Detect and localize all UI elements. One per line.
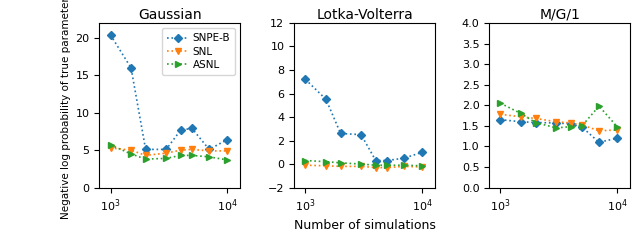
Line: SNPE-B: SNPE-B [302, 76, 425, 164]
ASNL [322, 160, 330, 163]
SNL [127, 149, 135, 151]
ASNL [188, 154, 196, 157]
Line: SNL: SNL [108, 145, 230, 159]
SNPE-B [357, 133, 365, 136]
SNL [163, 152, 170, 155]
ASNL [223, 159, 231, 161]
ASNL [517, 112, 525, 115]
SNPE-B [552, 121, 560, 124]
ASNL [419, 164, 426, 167]
ASNL [127, 152, 135, 155]
SNPE-B [322, 98, 330, 101]
Title: Lotka-Volterra: Lotka-Volterra [316, 8, 413, 22]
ASNL [301, 159, 309, 162]
Line: SNPE-B: SNPE-B [497, 117, 620, 145]
ASNL [163, 157, 170, 160]
SNPE-B [383, 159, 391, 162]
SNL [322, 164, 330, 167]
SNL [578, 124, 586, 127]
SNPE-B [107, 33, 115, 36]
Line: SNL: SNL [497, 111, 620, 134]
Line: ASNL: ASNL [108, 142, 230, 163]
ASNL [613, 125, 621, 128]
SNPE-B [372, 159, 380, 162]
ASNL [177, 154, 184, 157]
SNL [372, 166, 380, 169]
SNL [142, 154, 150, 157]
Legend: SNPE-B, SNL, ASNL: SNPE-B, SNL, ASNL [162, 28, 236, 75]
ASNL [595, 105, 603, 107]
SNPE-B [337, 132, 344, 135]
SNPE-B [301, 78, 309, 81]
SNL [383, 166, 391, 169]
ASNL [107, 144, 115, 146]
SNPE-B [517, 120, 525, 123]
SNPE-B [532, 121, 540, 124]
SNL [205, 150, 213, 152]
SNL [419, 166, 426, 168]
SNPE-B [497, 118, 504, 121]
SNPE-B [177, 129, 184, 131]
SNPE-B [223, 138, 231, 141]
ASNL [357, 163, 365, 166]
SNL [517, 115, 525, 118]
ASNL [532, 121, 540, 124]
Line: SNL: SNL [302, 162, 425, 171]
Line: ASNL: ASNL [497, 100, 620, 131]
SNL [497, 113, 504, 116]
SNPE-B [400, 157, 408, 160]
ASNL [337, 161, 344, 164]
SNPE-B [578, 126, 586, 129]
SNPE-B [419, 151, 426, 154]
SNPE-B [595, 141, 603, 144]
ASNL [567, 125, 575, 128]
SNL [301, 164, 309, 167]
SNPE-B [567, 122, 575, 125]
SNPE-B [163, 148, 170, 151]
SNL [337, 165, 344, 168]
X-axis label: Number of simulations: Number of simulations [294, 219, 436, 232]
ASNL [383, 164, 391, 167]
SNL [357, 165, 365, 168]
ASNL [578, 124, 586, 127]
ASNL [400, 164, 408, 167]
Y-axis label: Negative log probability of true parameters: Negative log probability of true paramet… [61, 0, 71, 219]
SNPE-B [613, 137, 621, 140]
Title: Gaussian: Gaussian [138, 8, 202, 22]
SNL [532, 117, 540, 120]
SNPE-B [127, 66, 135, 69]
SNPE-B [205, 148, 213, 151]
SNPE-B [142, 148, 150, 151]
SNL [567, 121, 575, 124]
Title: M/G/1: M/G/1 [540, 8, 580, 22]
SNL [595, 129, 603, 132]
SNL [400, 165, 408, 168]
SNL [223, 150, 231, 152]
SNL [177, 149, 184, 151]
Line: SNPE-B: SNPE-B [108, 32, 230, 152]
Line: ASNL: ASNL [302, 157, 425, 169]
SNL [613, 129, 621, 131]
ASNL [497, 102, 504, 105]
SNL [552, 120, 560, 123]
SNL [188, 148, 196, 151]
SNL [107, 146, 115, 149]
ASNL [372, 164, 380, 167]
ASNL [205, 155, 213, 158]
ASNL [142, 158, 150, 161]
SNPE-B [188, 127, 196, 130]
ASNL [552, 126, 560, 129]
